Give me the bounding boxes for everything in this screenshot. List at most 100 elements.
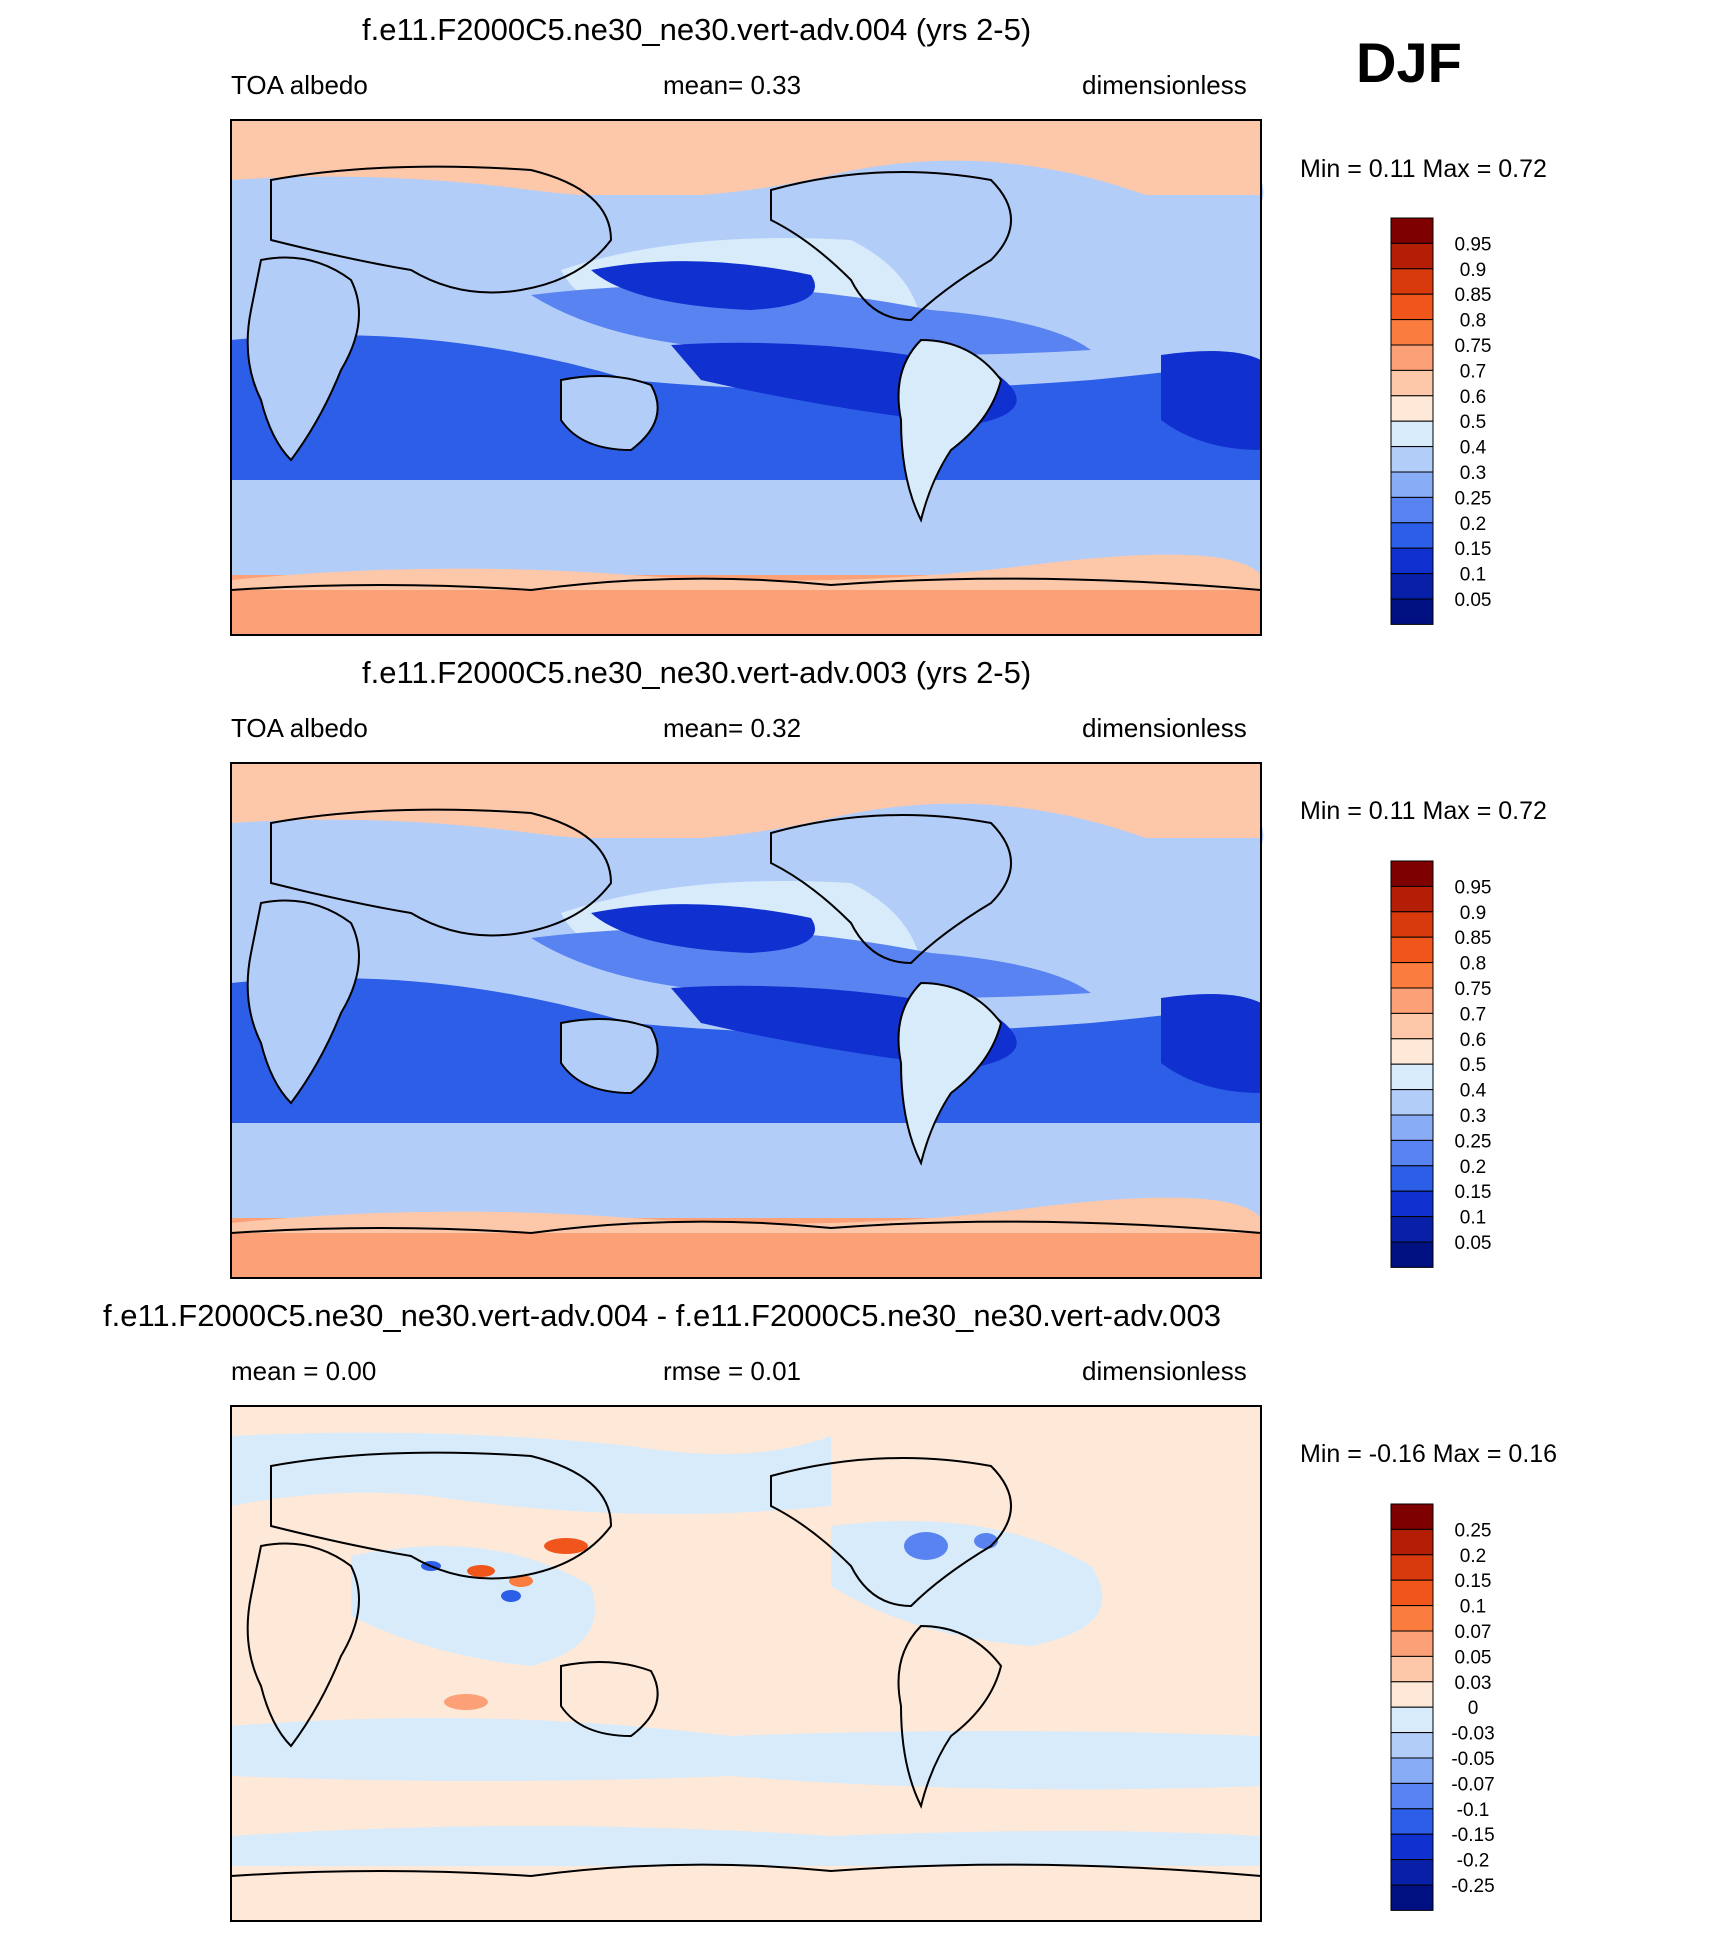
colorbar-tick-label: 0.25: [1455, 1131, 1492, 1152]
colorbar-tick-label: 0.1: [1460, 1208, 1486, 1229]
colorbar-tick-label: 0.85: [1455, 285, 1492, 306]
colorbar-swatch: [1390, 1190, 1434, 1218]
map-pale-blue-patch-e: [231, 1826, 1261, 1866]
map-red-anomaly-d: [444, 1694, 488, 1710]
map-tropical-core-c: [1161, 351, 1261, 450]
colorbar-swatch: [1390, 1706, 1434, 1734]
colorbar-tick-label: 0.05: [1455, 590, 1492, 611]
colorbar-swatch: [1390, 1012, 1434, 1040]
colorbar-swatch: [1390, 471, 1434, 498]
map-frame: [230, 762, 1262, 1279]
colorbar-swatch: [1390, 1038, 1434, 1065]
map-eurasia: [270, 808, 613, 937]
map-africa: [246, 1542, 360, 1748]
colorbar-swatch: [1390, 573, 1434, 600]
colorbar-swatch: [1390, 1833, 1434, 1861]
panel-3-map: [230, 1405, 1262, 1922]
colorbar-tick-label: 0.95: [1455, 877, 1492, 898]
panel-1-range-label: Min = 0.11 Max = 0.72: [1300, 155, 1547, 183]
map-australia: [560, 1661, 659, 1738]
colorbar-tick-label: 0.7: [1460, 1004, 1486, 1025]
map-tropical-band-a: [531, 285, 1091, 355]
panel-2-range-label: Min = 0.11 Max = 0.72: [1300, 797, 1547, 825]
colorbar-tick-label: -0.07: [1451, 1774, 1494, 1795]
map-arctic-blue: [231, 160, 1264, 236]
colorbar-tick-label: 0.15: [1455, 539, 1492, 560]
colorbar-tick-label: -0.1: [1457, 1800, 1490, 1821]
map-africa: [246, 899, 360, 1105]
panel-2-map: [230, 762, 1264, 1279]
panel-3-mean-label: mean = 0.00: [231, 1356, 377, 1386]
colorbar-tick-label: 0.5: [1460, 1055, 1486, 1076]
colorbar-tick-label: 0.07: [1455, 1622, 1492, 1643]
map-pale-blue-patch-c: [831, 1521, 1103, 1646]
colorbar-swatch: [1390, 268, 1434, 295]
colorbar-tick-label: -0.2: [1457, 1851, 1490, 1872]
colorbar-swatch: [1390, 1859, 1434, 1886]
colorbar-swatch: [1390, 1757, 1434, 1784]
colorbar-tick-label: 0.05: [1455, 1233, 1492, 1254]
map-tropical-band-b: [231, 335, 1261, 490]
colorbar-tick-label: 0.6: [1460, 387, 1486, 408]
map-arctic-blue: [231, 803, 1264, 879]
colorbar-swatch: [1390, 1063, 1434, 1091]
panel-2-units-label: dimensionless: [1082, 713, 1247, 743]
colorbar-tick-label: 0.6: [1460, 1030, 1486, 1051]
colorbar-swatch: [1390, 344, 1434, 371]
map-tropical-band-b: [231, 978, 1261, 1133]
map-pale-blue-patch-b: [351, 1546, 595, 1666]
panel-1-map: [230, 119, 1264, 636]
colorbar-swatch: [1390, 1655, 1434, 1683]
colorbar-swatch: [1390, 369, 1434, 397]
map-frame: [230, 119, 1262, 636]
map-antarctic-edge: [231, 554, 1261, 590]
colorbar-tick-label: -0.25: [1451, 1876, 1494, 1897]
colorbar-swatch: [1390, 1579, 1434, 1607]
colorbar-swatch: [1390, 1630, 1434, 1657]
colorbar-swatch: [1390, 1554, 1434, 1581]
panel-3-colorbar: 0.25 0.2 0.15 0.1 0.07 0.05 0.03 0 -0.03 -0.05 -0.…: [1390, 1503, 1495, 1911]
map-blue-anomaly-c: [904, 1532, 948, 1560]
colorbar-swatch: [1390, 860, 1434, 887]
panel-2-colorbar: 0.95 0.9 0.85 0.8 0.75 0.7 0.6 0.5 0.4 0.3 0.25 0.2…: [1390, 860, 1492, 1268]
colorbar-tick-label: 0.25: [1455, 1520, 1492, 1541]
panel-3-rmse-label: rmse = 0.01: [663, 1356, 802, 1386]
colorbar-tick-label: 0.15: [1455, 1571, 1492, 1592]
map-southern-band: [231, 1123, 1261, 1198]
map-north-america: [770, 1457, 1012, 1608]
colorbar-swatch: [1390, 319, 1434, 346]
colorbar-tick-label: -0.03: [1451, 1724, 1494, 1745]
map-red-anomaly-c: [509, 1575, 533, 1587]
colorbar-swatch: [1390, 1241, 1434, 1268]
colorbar-tick-label: 0.2: [1460, 1157, 1486, 1178]
panel-2-variable-label: TOA albedo: [231, 713, 368, 743]
panel-2-mean-label: mean= 0.32: [663, 713, 802, 743]
panel-1-mean-label: mean= 0.33: [663, 70, 802, 100]
colorbar-swatch: [1390, 1139, 1434, 1167]
map-pale-blue-patch-d: [231, 1718, 1261, 1790]
colorbar-swatch: [1390, 1808, 1434, 1835]
map-south-america: [897, 981, 1003, 1166]
map-red-anomaly-b: [467, 1565, 495, 1577]
colorbar-swatch: [1390, 987, 1434, 1014]
colorbar-tick-label: 0.03: [1455, 1673, 1492, 1694]
map-tropical-core-a: [591, 261, 815, 310]
season-label: DJF: [1356, 31, 1462, 94]
colorbar-swatch: [1390, 1216, 1434, 1243]
colorbar-swatch: [1390, 1732, 1434, 1759]
map-eurasia: [270, 165, 613, 294]
map-eurasia: [270, 1451, 613, 1580]
colorbar-swatch: [1390, 547, 1434, 575]
map-red-anomaly-a: [544, 1538, 588, 1554]
colorbar-tick-label: 0.15: [1455, 1182, 1492, 1203]
panel-3-units-label: dimensionless: [1082, 1356, 1247, 1386]
map-antarctica-coast: [230, 1863, 1262, 1878]
colorbar-swatch: [1390, 217, 1434, 244]
colorbar-tick-label: 0.1: [1460, 1597, 1486, 1618]
colorbar-swatch: [1390, 936, 1434, 964]
map-africa: [246, 256, 360, 462]
colorbar-tick-label: -0.15: [1451, 1825, 1494, 1846]
colorbar-tick-label: 0.2: [1460, 514, 1486, 535]
map-australia: [560, 375, 659, 452]
panel-1-variable-label: TOA albedo: [231, 70, 368, 100]
